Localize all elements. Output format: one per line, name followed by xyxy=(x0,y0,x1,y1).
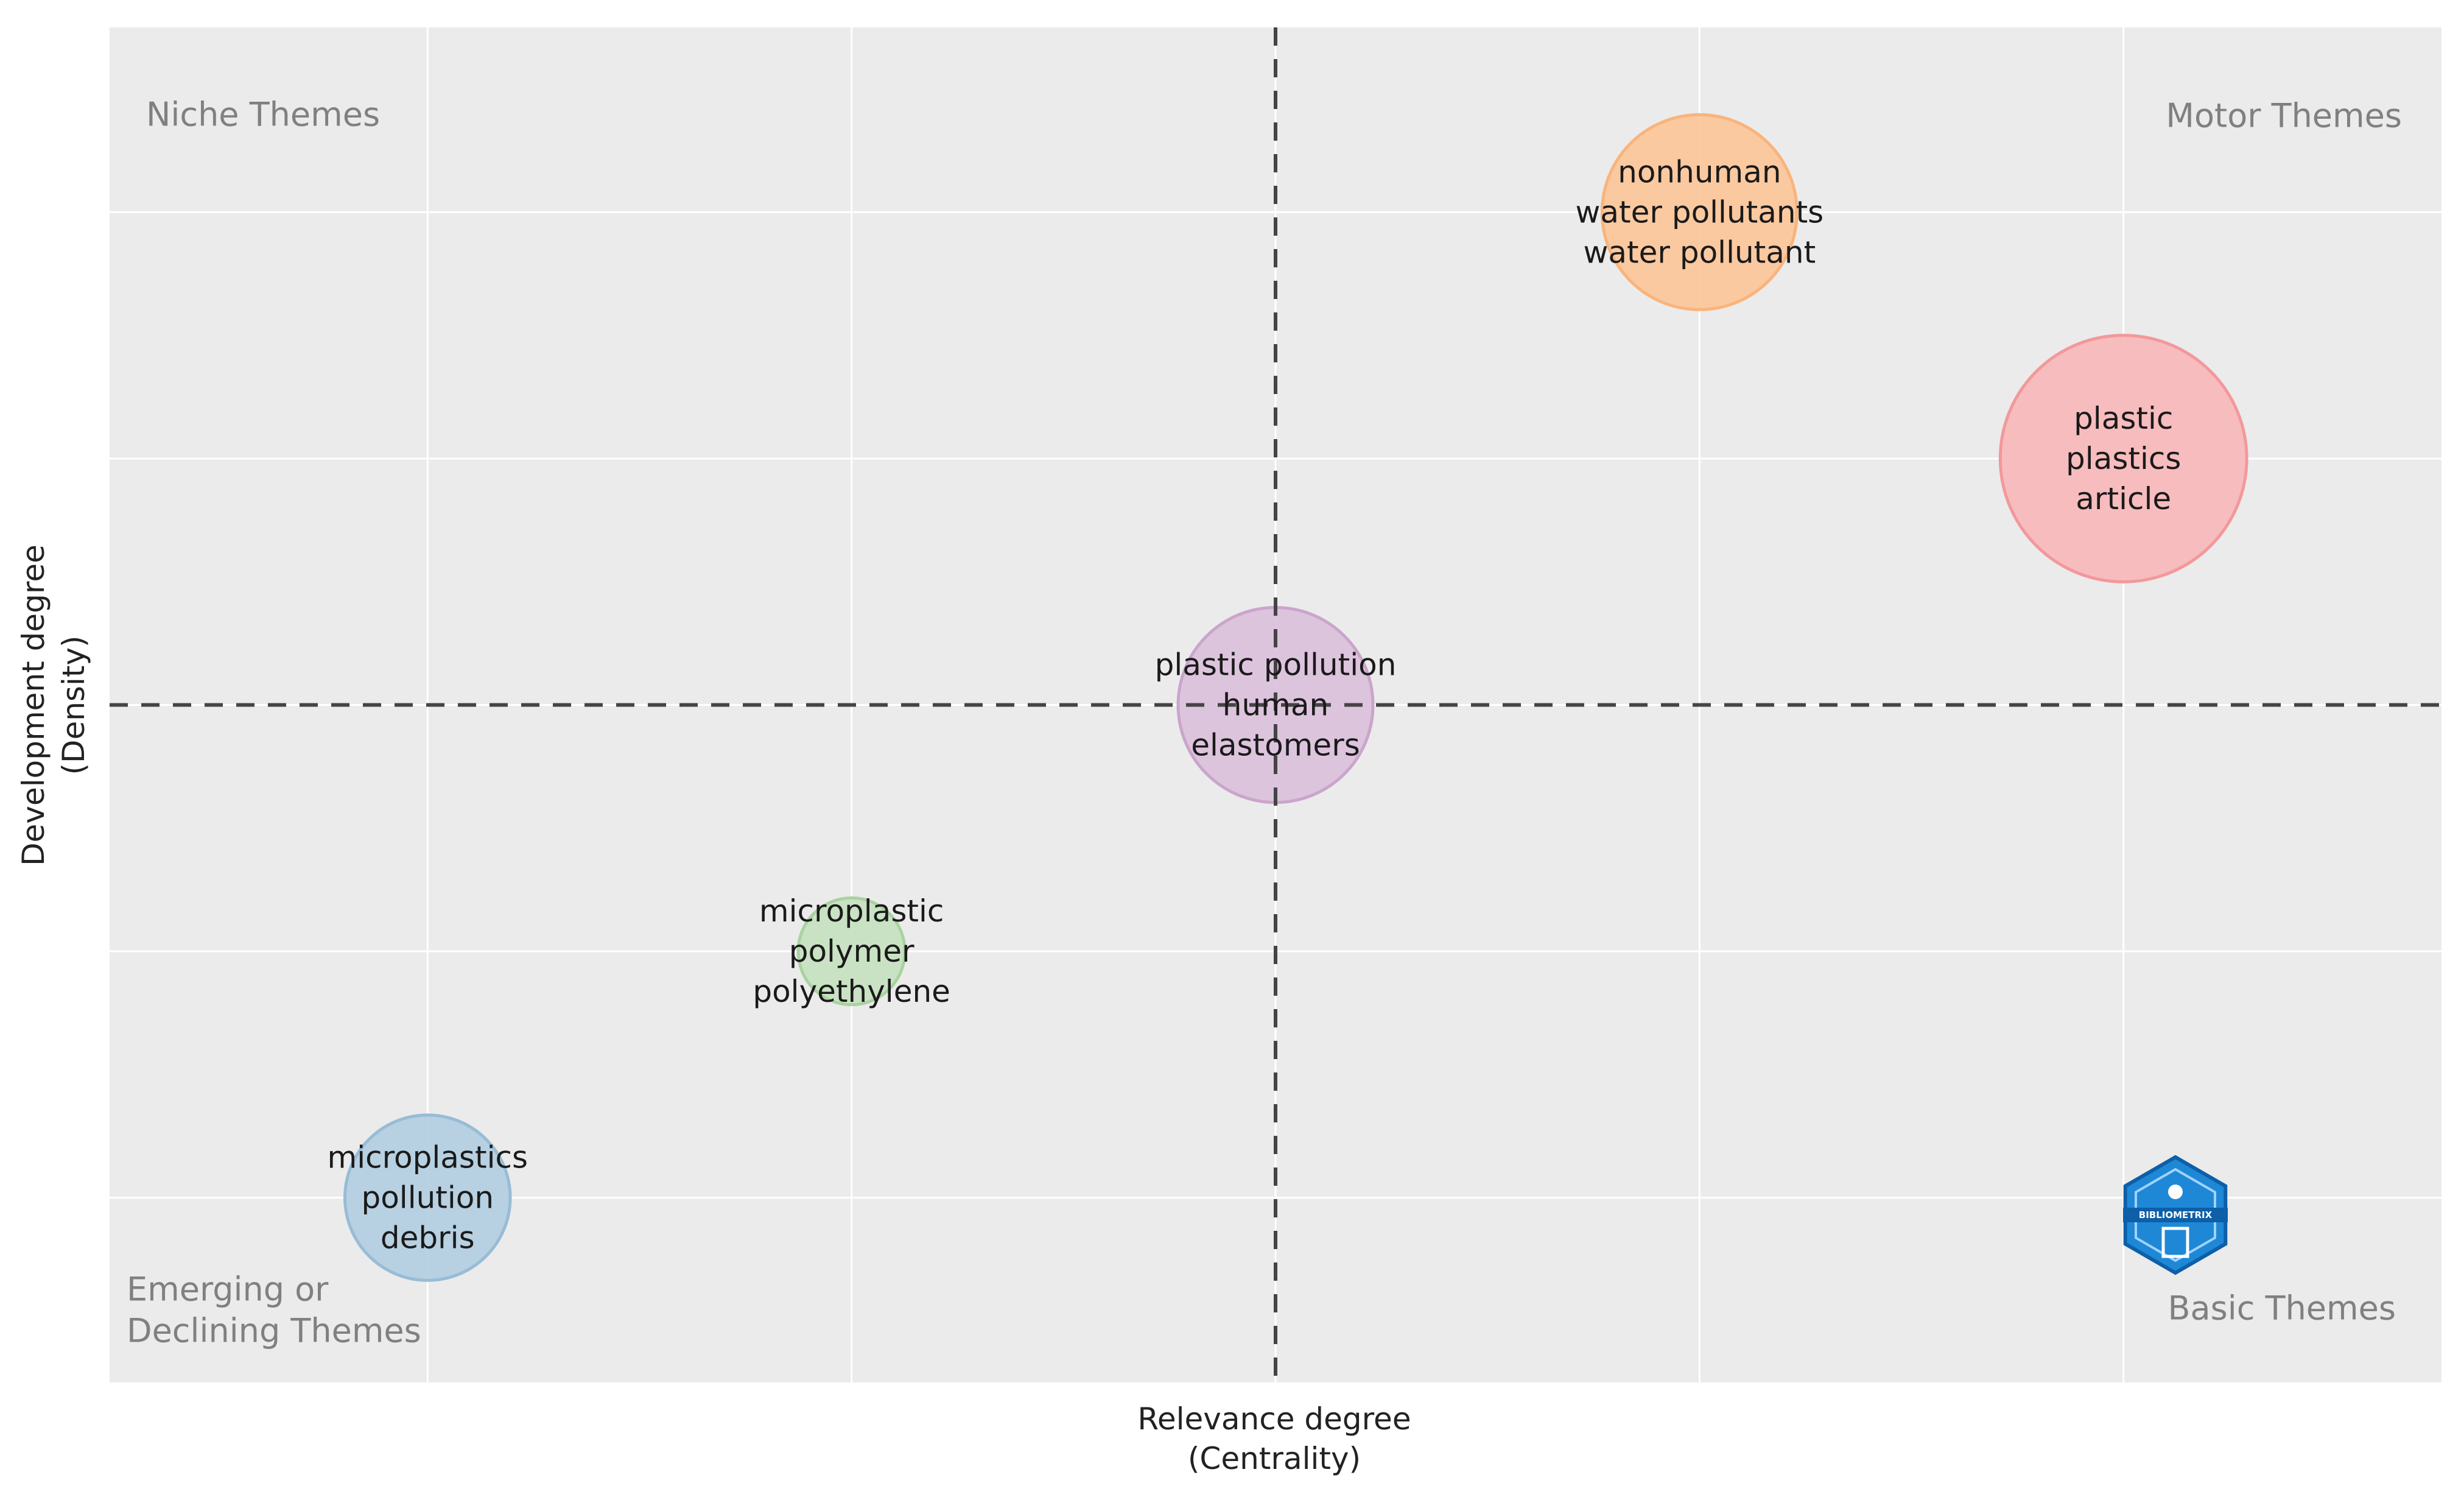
quadrant-label-emerging: Emerging or xyxy=(127,1270,329,1309)
cluster-label: article xyxy=(2076,481,2171,516)
quadrant-label-basic: Basic Themes xyxy=(2167,1289,2396,1328)
cluster-bubble-1 xyxy=(1600,113,1799,311)
logo-dot xyxy=(2168,1185,2183,1199)
cluster-label: microplastic xyxy=(759,893,944,929)
bibliometrix-logo-icon: BIBLIOMETRIX xyxy=(2123,1155,2228,1275)
cluster-label: human xyxy=(1223,688,1329,723)
axis-labels: Relevance degree (Centrality) Development … xyxy=(16,544,1411,1476)
logo-inner-hexagon xyxy=(2135,1167,2216,1262)
y-axis-label: (Density) xyxy=(56,635,91,775)
logo-banner xyxy=(2123,1208,2228,1222)
logo-tower xyxy=(2161,1227,2189,1258)
cluster-bubble-2 xyxy=(1998,334,2248,583)
y-axis-label-group: Development degree (Density) xyxy=(16,544,91,866)
cluster-label: plastics xyxy=(2066,441,2181,476)
cluster-label: debris xyxy=(381,1220,475,1256)
cluster-label: plastic xyxy=(2074,401,2173,436)
quadrant-labels: Niche Themes Motor Themes Emerging orDecli… xyxy=(127,96,2402,1350)
cluster-label: plastic pollution xyxy=(1155,647,1397,683)
cluster-label: water pollutant xyxy=(1584,234,1816,270)
cluster-labels: nonhuman water pollutants water pollutant p… xyxy=(328,154,2181,1255)
cluster-label: pollution xyxy=(361,1180,494,1216)
y-axis-label: Development degree xyxy=(16,544,51,866)
quadrant-label-niche: Niche Themes xyxy=(146,96,380,134)
x-axis-label: Relevance degree xyxy=(1137,1401,1411,1437)
quadrant-label-emerging: Declining Themes xyxy=(127,1312,421,1350)
logo-text: BIBLIOMETRIX xyxy=(2139,1210,2213,1220)
reference-lines xyxy=(110,27,2441,1382)
x-axis-label: (Centrality) xyxy=(1188,1441,1361,1476)
cluster-label: polymer xyxy=(789,934,914,969)
cluster-bubble-5 xyxy=(343,1113,512,1282)
cluster-label: water pollutants xyxy=(1575,194,1823,230)
cluster-label: polyethylene xyxy=(753,974,950,1009)
cluster-bubbles xyxy=(343,113,2248,1282)
cluster-bubble-4 xyxy=(796,896,907,1007)
cluster-label: microplastics xyxy=(328,1140,528,1175)
cluster-label: elastomers xyxy=(1191,728,1360,763)
cluster-label: nonhuman xyxy=(1618,154,1781,189)
quadrant-label-motor: Motor Themes xyxy=(2166,97,2402,135)
